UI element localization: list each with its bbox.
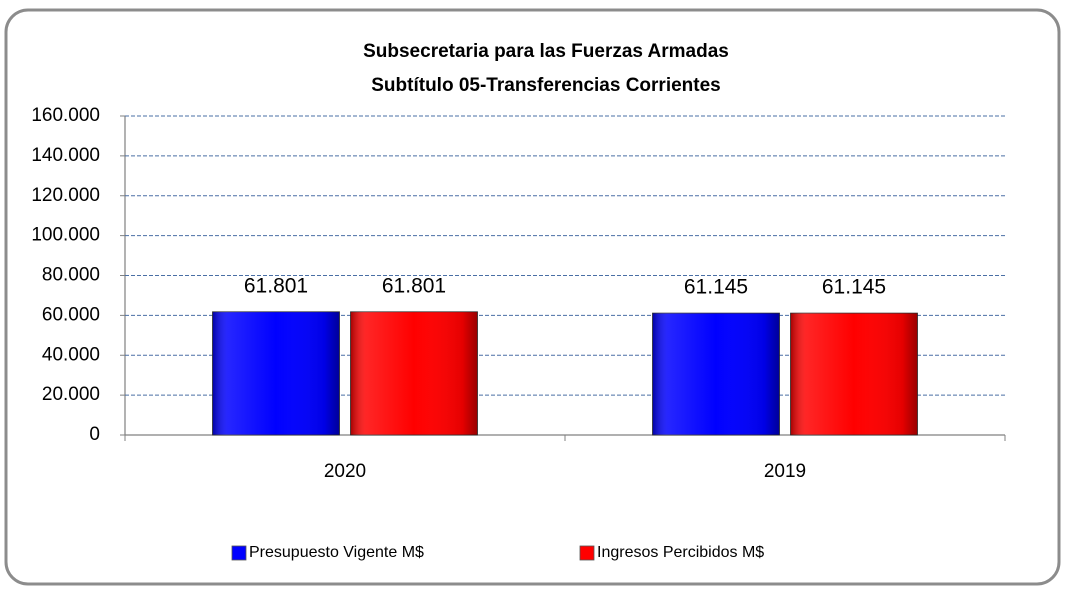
x-tick-label: 2019 <box>764 461 806 482</box>
chart-subtitle: Subtítulo 05-Transferencias Corrientes <box>371 75 721 96</box>
data-label: 61.145 <box>684 276 748 299</box>
legend-swatch <box>579 545 595 561</box>
y-tick-label: 100.000 <box>31 225 100 246</box>
x-tick-label: 2020 <box>324 461 366 482</box>
legend-label: Presupuesto Vigente M$ <box>249 544 424 561</box>
bar-shade <box>350 311 478 435</box>
legend-label: Ingresos Percibidos M$ <box>597 544 764 561</box>
y-tick-label: 160.000 <box>31 105 100 126</box>
bar-shade <box>212 311 340 435</box>
y-tick-label: 20.000 <box>42 384 100 405</box>
bar-shade <box>790 313 918 435</box>
legend-swatch <box>231 545 247 561</box>
chart-title: Subsecretaria para las Fuerzas Armadas <box>363 41 729 62</box>
data-label: 61.801 <box>382 274 446 297</box>
data-label: 61.145 <box>822 276 886 299</box>
chart-frame <box>4 8 1061 586</box>
y-tick-label: 0 <box>89 424 100 445</box>
y-tick-label: 80.000 <box>42 265 100 286</box>
y-tick-label: 40.000 <box>42 344 100 365</box>
data-label: 61.801 <box>244 274 308 297</box>
y-tick-label: 120.000 <box>31 185 100 206</box>
y-tick-label: 60.000 <box>42 304 100 325</box>
y-tick-label: 140.000 <box>31 145 100 166</box>
bar-shade <box>652 313 780 435</box>
